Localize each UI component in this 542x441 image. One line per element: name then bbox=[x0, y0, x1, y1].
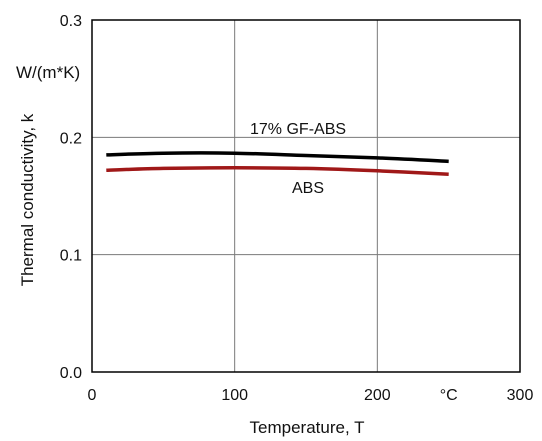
y-tick-label: 0.2 bbox=[60, 130, 82, 147]
series-line-gf-abs bbox=[106, 151, 449, 164]
y-tick-labels: 0.0 0.1 0.2 0.3 bbox=[60, 13, 82, 382]
y-tick-label: 0.1 bbox=[60, 248, 82, 265]
y-unit-label: W/(m*K) bbox=[16, 63, 80, 82]
x-tick-label: °C bbox=[440, 387, 458, 404]
x-tick-label: 100 bbox=[221, 387, 248, 404]
x-tick-label: 200 bbox=[364, 387, 391, 404]
series-line-abs bbox=[106, 166, 449, 177]
x-tick-label: 300 bbox=[507, 387, 534, 404]
x-tick-labels: 0 100 200 °C 300 bbox=[88, 387, 534, 404]
y-tick-label: 0.0 bbox=[60, 365, 82, 382]
x-axis-label: Temperature, T bbox=[250, 418, 365, 437]
y-tick-label: 0.3 bbox=[60, 13, 82, 30]
series-lines bbox=[106, 151, 449, 177]
plot-frame bbox=[91, 19, 521, 373]
grid-lines bbox=[92, 20, 520, 372]
series-label-gf-abs: 17% GF-ABS bbox=[250, 121, 346, 138]
x-tick-label: 0 bbox=[88, 387, 97, 404]
series-label-abs: ABS bbox=[292, 180, 324, 197]
y-axis-label: Thermal conductivity, k bbox=[18, 113, 37, 286]
